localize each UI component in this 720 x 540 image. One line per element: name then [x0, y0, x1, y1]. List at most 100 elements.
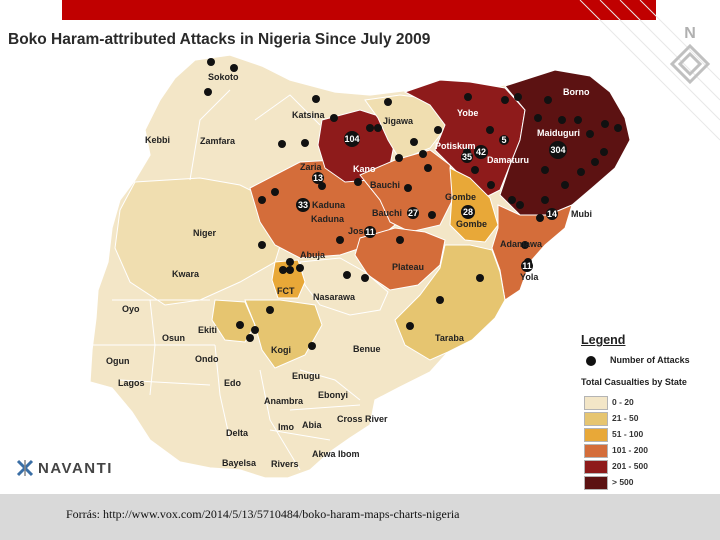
corner-logo-letter: N	[684, 25, 696, 42]
legend-tier-row: > 500	[584, 476, 704, 490]
label-niger: Niger	[193, 228, 217, 238]
label-plateau: Plateau	[392, 262, 424, 272]
source-citation: Forrás: http://www.vox.com/2014/5/13/571…	[66, 507, 460, 521]
state-borno	[499, 69, 631, 216]
label-adamawa: Adamawa	[500, 239, 543, 249]
label-gombe-city: Gombe	[456, 219, 487, 229]
label-lagos: Lagos	[118, 378, 145, 388]
state-taraba	[394, 244, 506, 361]
legend-tier-swatch	[584, 476, 608, 490]
attack-count-kano: 104	[344, 134, 359, 144]
label-yobe: Yobe	[457, 108, 478, 118]
attack-count-potiskum: 5	[501, 135, 506, 145]
legend-tier-label: > 500	[612, 477, 634, 487]
attack-count-kaduna: 33	[298, 200, 308, 210]
label-zaria: Zaria	[300, 162, 323, 172]
map-legend: Legend Number of Attacks Total Casualtie…	[581, 333, 713, 490]
legend-casualties-title: Total Casualties by State	[581, 377, 687, 387]
legend-tier-row: 101 - 200	[584, 444, 704, 458]
legend-tier-swatch	[584, 428, 608, 442]
legend-tier-swatch	[584, 460, 608, 474]
label-jigawa: Jigawa	[383, 116, 414, 126]
label-jos: Jos	[348, 226, 364, 236]
attack-count-jos: 11	[365, 227, 375, 237]
label-rivers: Rivers	[271, 459, 299, 469]
legend-tier-swatch	[584, 412, 608, 426]
legend-tier-swatch	[584, 396, 608, 410]
attack-count-yola: 11	[522, 261, 532, 271]
label-akwa-ibom: Akwa Ibom	[312, 449, 360, 459]
label-ogun: Ogun	[106, 356, 130, 366]
footer-bar	[0, 494, 720, 540]
navanti-wordmark: NAVANTI	[38, 460, 113, 477]
legend-tier-row: 201 - 500	[584, 460, 704, 474]
label-enugu: Enugu	[292, 371, 320, 381]
label-bauchi-city: Bauchi	[372, 208, 402, 218]
label-borno: Borno	[563, 87, 590, 97]
legend-attacks-label: Number of Attacks	[610, 355, 690, 365]
label-zamfara: Zamfara	[200, 136, 236, 146]
label-osun: Osun	[162, 333, 185, 343]
label-imo: Imo	[278, 422, 295, 432]
label-maiduguri: Maiduguri	[537, 128, 580, 138]
label-kano: Kano	[353, 164, 376, 174]
label-sokoto: Sokoto	[208, 72, 239, 82]
label-damaturu: Damaturu	[487, 155, 529, 165]
state-gombe	[449, 167, 499, 243]
top-red-band	[62, 0, 656, 20]
label-bayelsa: Bayelsa	[222, 458, 257, 468]
label-abuja: Abuja	[300, 250, 326, 260]
label-bauchi: Bauchi	[370, 180, 400, 190]
label-kaduna: Kaduna	[311, 214, 345, 224]
label-abia: Abia	[302, 420, 322, 430]
corner-n-logo: N	[669, 25, 711, 85]
state-adamawa	[491, 204, 573, 301]
legend-tier-row: 21 - 50	[584, 412, 704, 426]
nigeria-map: 104 42 35 304 13 33 28 27 11 14 11 5 Sok…	[89, 54, 631, 479]
state-kogi	[244, 299, 323, 369]
label-mubi: Mubi	[571, 209, 592, 219]
label-kogi: Kogi	[271, 345, 291, 355]
attack-count-yobe-b: 35	[462, 152, 472, 162]
navanti-mark-icon	[16, 459, 34, 477]
legend-tier-swatch	[584, 444, 608, 458]
legend-tier-label: 51 - 100	[612, 429, 644, 439]
legend-tier-row: 51 - 100	[584, 428, 704, 442]
legend-attacks-row: Number of Attacks	[581, 354, 713, 368]
label-ondo: Ondo	[195, 354, 219, 364]
legend-title: Legend	[581, 333, 626, 347]
label-ekiti: Ekiti	[198, 325, 217, 335]
label-cross-river: Cross River	[337, 414, 388, 424]
label-katsina: Katsina	[292, 110, 326, 120]
attack-count-zaria: 13	[313, 173, 323, 183]
attack-count-mubi: 14	[547, 209, 557, 219]
legend-tier-label: 0 - 20	[612, 397, 634, 407]
label-oyo: Oyo	[122, 304, 140, 314]
label-yola: Yola	[520, 272, 539, 282]
label-benue: Benue	[353, 344, 381, 354]
label-edo: Edo	[224, 378, 242, 388]
attack-count-bauchi: 27	[408, 208, 418, 218]
legend-tier-label: 201 - 500	[612, 461, 648, 471]
navanti-logo: NAVANTI	[16, 459, 126, 479]
map-title: Boko Haram-attributed Attacks in Nigeria…	[8, 31, 431, 48]
attack-count-gombe: 28	[463, 207, 473, 217]
label-taraba: Taraba	[435, 333, 465, 343]
legend-tier-label: 101 - 200	[612, 445, 648, 455]
label-potiskum: Potiskum	[435, 141, 476, 151]
attack-count-maiduguri: 304	[550, 145, 565, 155]
label-kebbi: Kebbi	[145, 135, 170, 145]
legend-tier-label: 21 - 50	[612, 413, 639, 423]
label-gombe: Gombe	[445, 192, 476, 202]
attack-dot-icon	[586, 356, 596, 366]
label-kwara: Kwara	[172, 269, 200, 279]
state-yobe	[403, 79, 526, 201]
legend-tier-row: 0 - 20	[584, 396, 704, 410]
state-plateau	[354, 227, 446, 291]
label-nasarawa: Nasarawa	[313, 292, 356, 302]
label-fct: FCT	[277, 286, 295, 296]
label-anambra: Anambra	[264, 396, 304, 406]
attack-count-yobe-a: 42	[476, 147, 486, 157]
label-ebonyi: Ebonyi	[318, 390, 348, 400]
